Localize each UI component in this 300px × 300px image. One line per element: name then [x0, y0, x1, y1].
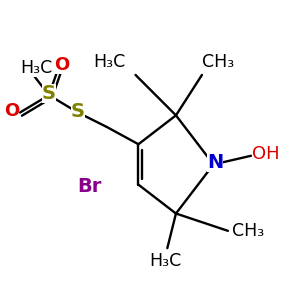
- Text: O: O: [4, 102, 20, 120]
- Text: H₃C: H₃C: [150, 253, 182, 271]
- Text: H₃C: H₃C: [93, 52, 125, 70]
- Text: S: S: [42, 84, 56, 103]
- Text: H₃C: H₃C: [20, 59, 52, 77]
- Text: O: O: [54, 56, 70, 74]
- Text: N: N: [207, 154, 223, 172]
- Text: Br: Br: [78, 177, 102, 196]
- Text: CH₃: CH₃: [202, 52, 234, 70]
- Text: OH: OH: [253, 145, 280, 163]
- Text: CH₃: CH₃: [232, 222, 265, 240]
- Text: S: S: [71, 101, 85, 121]
